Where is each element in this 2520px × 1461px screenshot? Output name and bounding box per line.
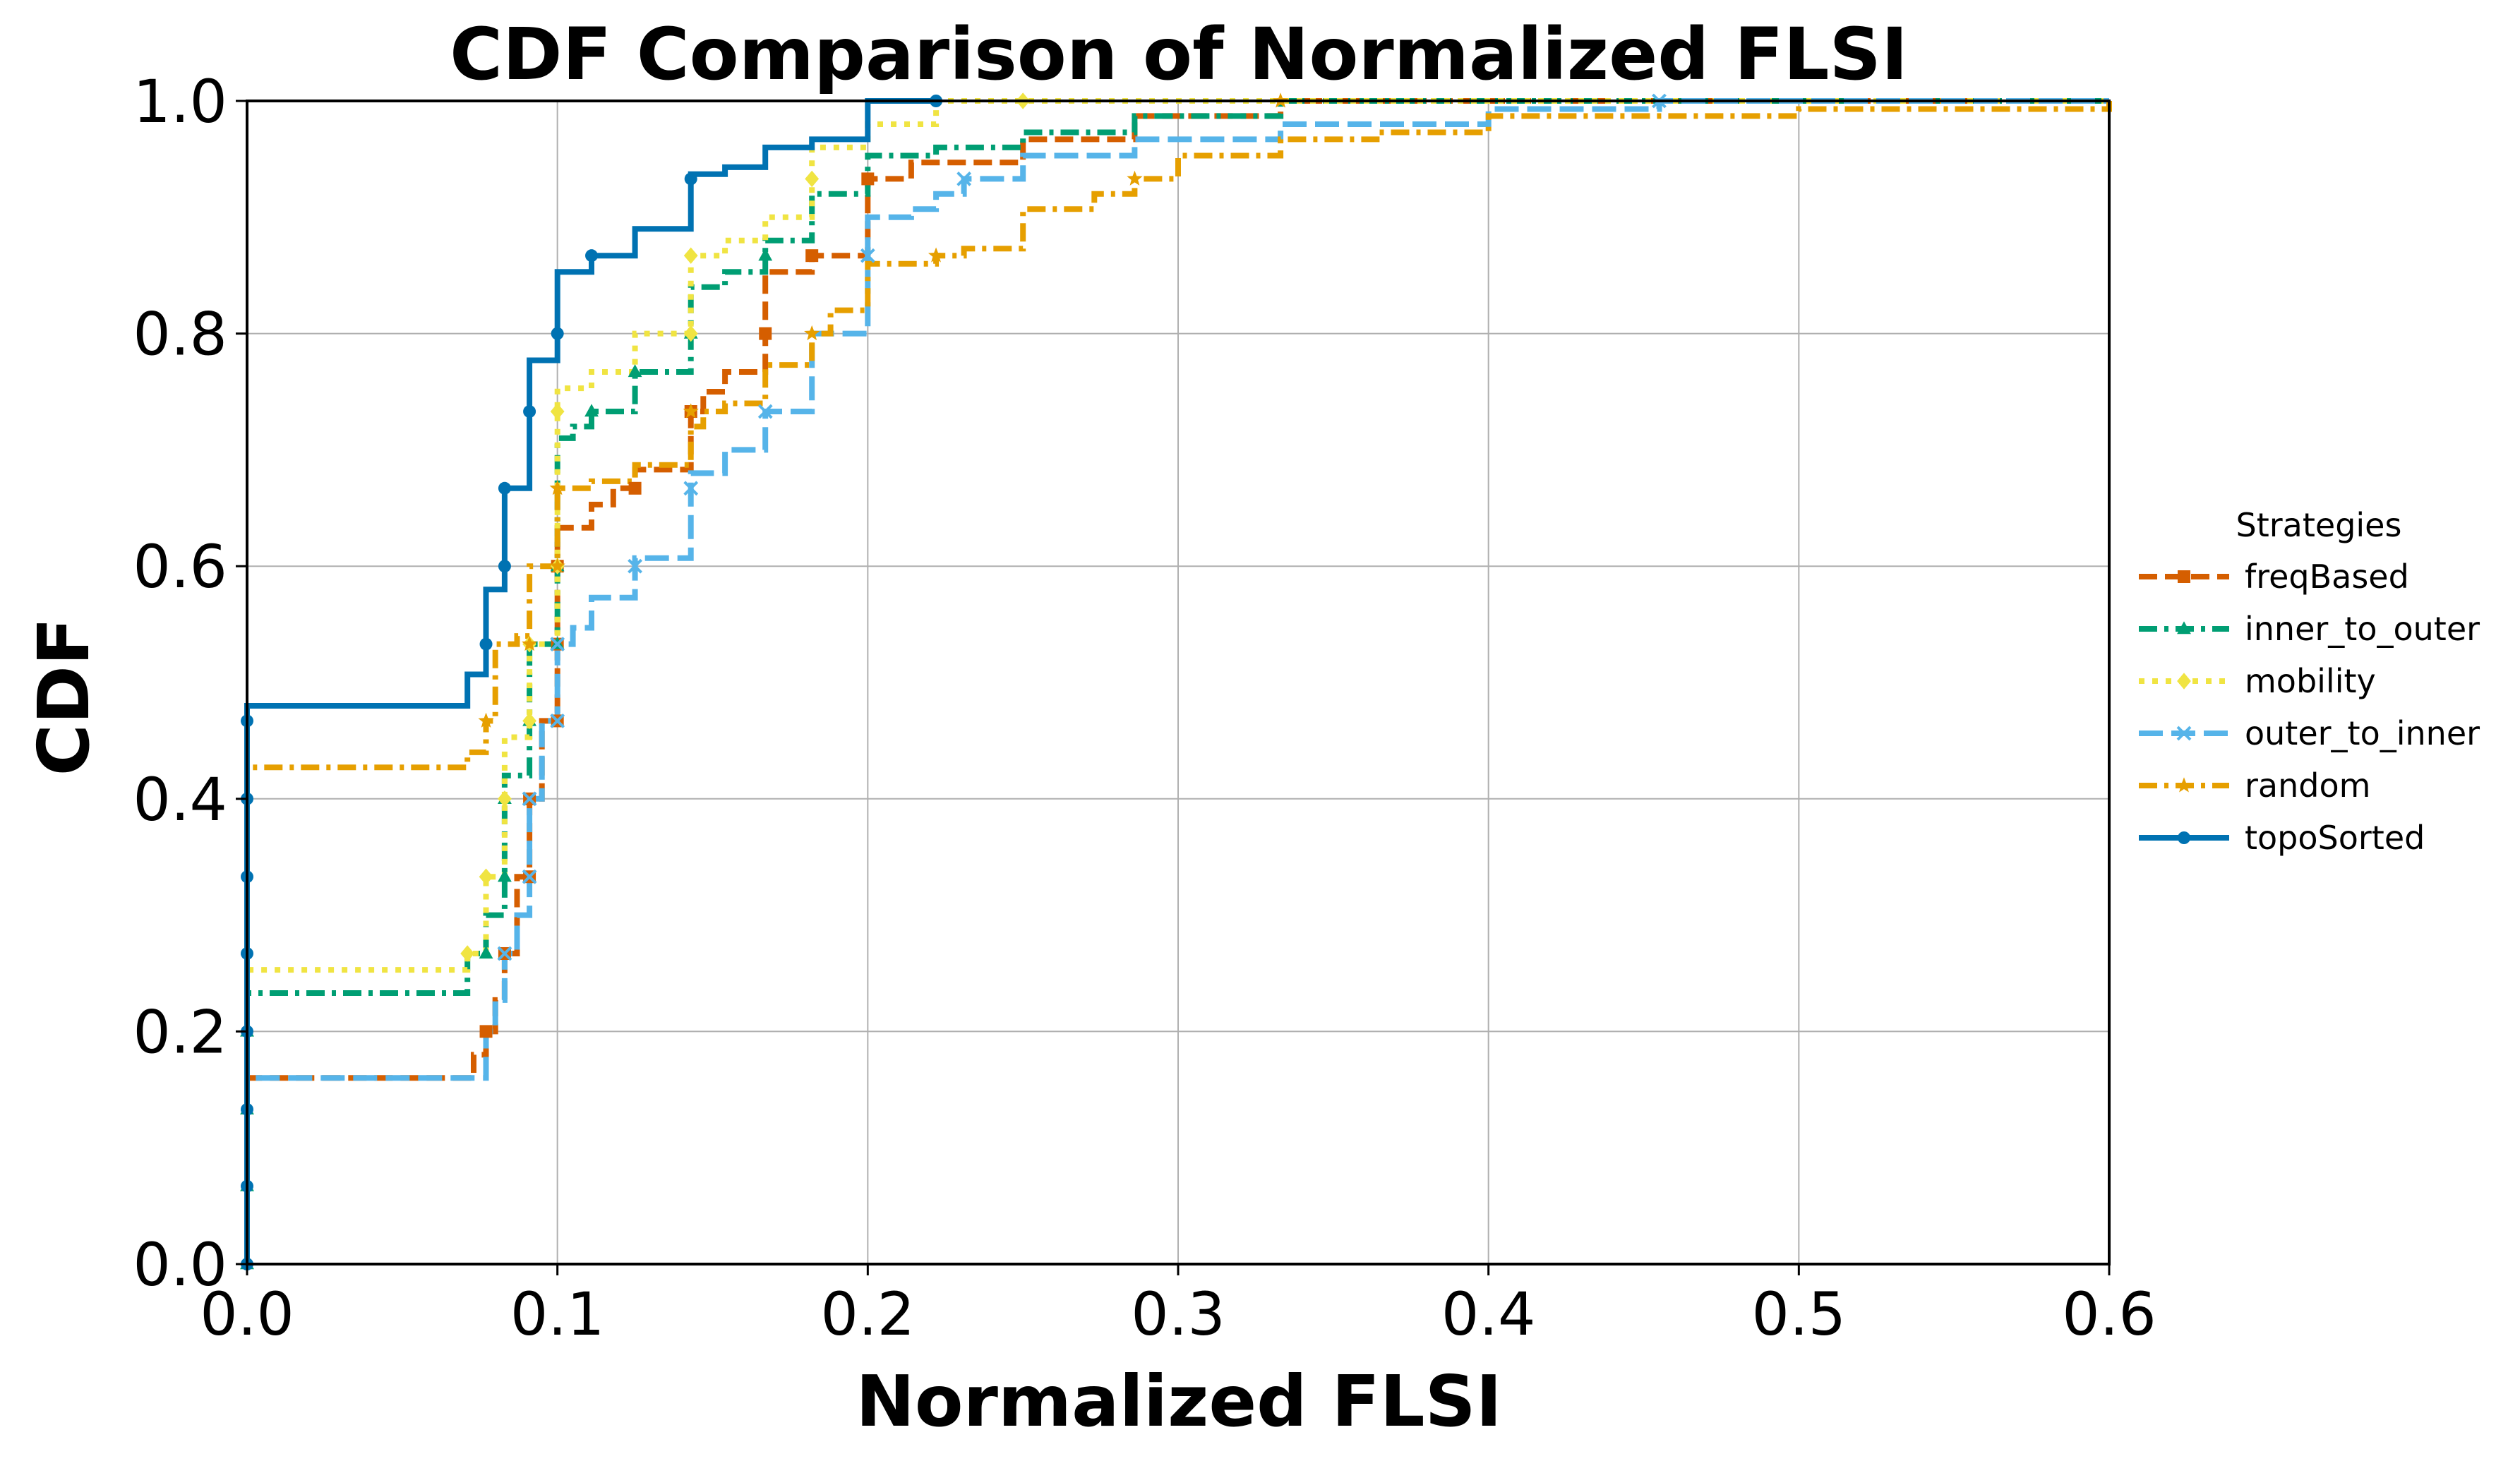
legend-label: freqBased: [2245, 558, 2409, 596]
marker-mobility: [479, 868, 493, 885]
marker-random: [928, 247, 944, 263]
legend-title: Strategies: [2236, 506, 2402, 544]
legend-swatch-marker: [2177, 673, 2191, 690]
marker-outer-to-inner: [757, 404, 773, 419]
x-tick-label: 0.5: [1752, 1280, 1847, 1349]
x-tick-label: 0.6: [2062, 1280, 2156, 1349]
marker-freqbased: [861, 172, 875, 186]
marker-random: [549, 558, 565, 573]
series-line-mobility: [244, 98, 2109, 1264]
marker-outer-to-inner: [550, 637, 565, 652]
series-line-outer-to-inner: [244, 98, 2109, 1264]
legend-label: topoSorted: [2245, 819, 2425, 857]
y-tick-label: 0.6: [133, 532, 227, 601]
marker-toposorted: [585, 249, 599, 263]
marker-random: [549, 480, 565, 495]
x-tick-label: 0.4: [1441, 1280, 1536, 1349]
marker-random: [683, 403, 699, 419]
x-tick-label: 0.3: [1131, 1280, 1225, 1349]
marker-toposorted: [684, 172, 697, 186]
marker-toposorted: [523, 405, 536, 419]
legend-item-toposorted: topoSorted: [2139, 819, 2425, 857]
marker-mobility: [498, 790, 512, 807]
marker-layer: [240, 92, 1667, 1270]
x-axis-label: Normalized FLSI: [856, 1360, 1502, 1443]
marker-outer-to-inner: [497, 946, 512, 961]
legend-label: outer_to_inner: [2245, 714, 2480, 752]
legend: Strategies freqBased inner_to_outermobili…: [2139, 506, 2480, 857]
legend-label: mobility: [2245, 662, 2376, 700]
marker-mobility: [460, 945, 475, 962]
chart-title: CDF Comparison of Normalized FLSI: [450, 13, 1908, 97]
marker-outer-to-inner: [522, 791, 537, 807]
legend-items: freqBased inner_to_outer mobility outer_to_…: [2139, 558, 2480, 857]
marker-inner-to-outer: [498, 869, 512, 882]
marker-random: [521, 635, 538, 651]
marker-outer-to-inner: [628, 558, 642, 574]
legend-swatch-marker: [2177, 621, 2191, 635]
y-tick-label: 0.2: [133, 997, 227, 1066]
marker-mobility: [522, 712, 536, 730]
y-tick-label: 0.0: [133, 1230, 227, 1299]
marker-outer-to-inner: [522, 869, 537, 884]
marker-mobility: [683, 247, 698, 264]
marker-outer-to-inner: [956, 172, 972, 186]
marker-toposorted: [498, 560, 511, 573]
legend-swatch-marker: [2178, 570, 2190, 583]
series-line-random: [244, 101, 2112, 1264]
marker-inner-to-outer: [584, 404, 599, 417]
legend-label: random: [2245, 766, 2370, 805]
marker-inner-to-outer: [479, 946, 493, 959]
marker-freqbased: [628, 481, 642, 495]
marker-mobility: [805, 170, 820, 188]
y-axis-label: CDF: [23, 618, 105, 776]
y-tick-label: 0.4: [133, 765, 227, 834]
marker-toposorted: [498, 481, 511, 495]
legend-swatch-marker: [2176, 726, 2192, 741]
y-tick-label: 1.0: [133, 67, 227, 136]
tick-layer: 0.0 0.1 0.2 0.3 0.4 0.5 0.6 0.0 0.2 0.4 0.6 0.8 1.0: [133, 67, 2156, 1349]
marker-freqbased: [759, 327, 772, 340]
x-tick-label: 0.0: [200, 1280, 294, 1349]
legend-item-mobility: mobility: [2139, 662, 2376, 700]
marker-inner-to-outer: [628, 364, 642, 378]
marker-random: [478, 712, 494, 728]
marker-random: [804, 325, 820, 341]
x-tick-label: 0.1: [510, 1280, 605, 1349]
legend-item-freqbased: freqBased: [2139, 558, 2409, 596]
marker-random: [1127, 170, 1143, 186]
x-tick-label: 0.2: [821, 1280, 916, 1349]
marker-outer-to-inner: [550, 713, 565, 728]
legend-swatch-marker: [2176, 777, 2192, 793]
marker-toposorted: [479, 637, 493, 651]
marker-freqbased: [805, 249, 819, 263]
marker-freqbased: [479, 1025, 493, 1038]
y-tick-label: 0.8: [133, 300, 227, 369]
legend-item-random: random: [2139, 766, 2370, 805]
marker-inner-to-outer: [758, 248, 773, 261]
marker-mobility: [550, 403, 565, 420]
legend-swatch-marker: [2178, 831, 2190, 844]
legend-item-inner-to-outer: inner_to_outer: [2139, 610, 2480, 648]
series-line-inner-to-outer: [244, 98, 2109, 1264]
marker-toposorted: [551, 327, 564, 340]
marker-outer-to-inner: [683, 481, 699, 496]
legend-label: inner_to_outer: [2245, 610, 2480, 648]
legend-item-outer-to-inner: outer_to_inner: [2139, 714, 2480, 752]
marker-mobility: [683, 325, 698, 342]
marker-outer-to-inner: [860, 248, 875, 263]
